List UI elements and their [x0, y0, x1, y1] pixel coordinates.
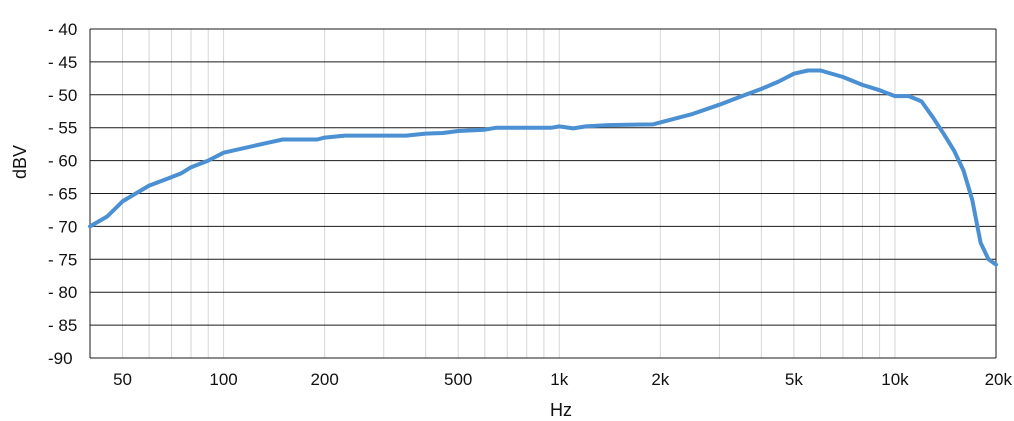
- y-axis-ticks: - 40 - 45 - 50 - 55 - 60 - 65 - 70 - 75 - 80 - 85…: [48, 20, 77, 368]
- x-tick-label: 200: [310, 370, 338, 389]
- y-tick-label: - 60: [48, 152, 77, 171]
- major-gridlines: [89, 28, 997, 359]
- x-tick-label: 10k: [881, 370, 909, 389]
- x-axis-ticks: 50 100 200 500 1k 2k 5k 10k 20k: [113, 370, 1012, 389]
- x-axis-title: Hz: [550, 400, 572, 420]
- y-tick-label: - 55: [48, 119, 77, 138]
- y-tick-label: -90: [48, 349, 73, 368]
- y-tick-label: - 85: [48, 316, 77, 335]
- x-tick-label: 1k: [550, 370, 568, 389]
- y-tick-label: - 75: [48, 250, 77, 269]
- x-tick-label: 5k: [785, 370, 803, 389]
- y-tick-label: - 40: [48, 20, 77, 39]
- series-line: [88, 68, 998, 267]
- y-tick-label: - 50: [48, 86, 77, 105]
- y-tick-label: - 80: [48, 283, 77, 302]
- y-axis-title: dBV: [10, 145, 30, 179]
- y-tick-label: - 70: [48, 217, 77, 236]
- x-tick-label: 20k: [985, 370, 1013, 389]
- x-tick-label: 50: [113, 370, 132, 389]
- y-tick-label: - 45: [48, 53, 77, 72]
- y-tick-label: - 65: [48, 185, 77, 204]
- x-tick-label: 2k: [651, 370, 669, 389]
- x-tick-label: 100: [209, 370, 237, 389]
- x-tick-label: 500: [444, 370, 472, 389]
